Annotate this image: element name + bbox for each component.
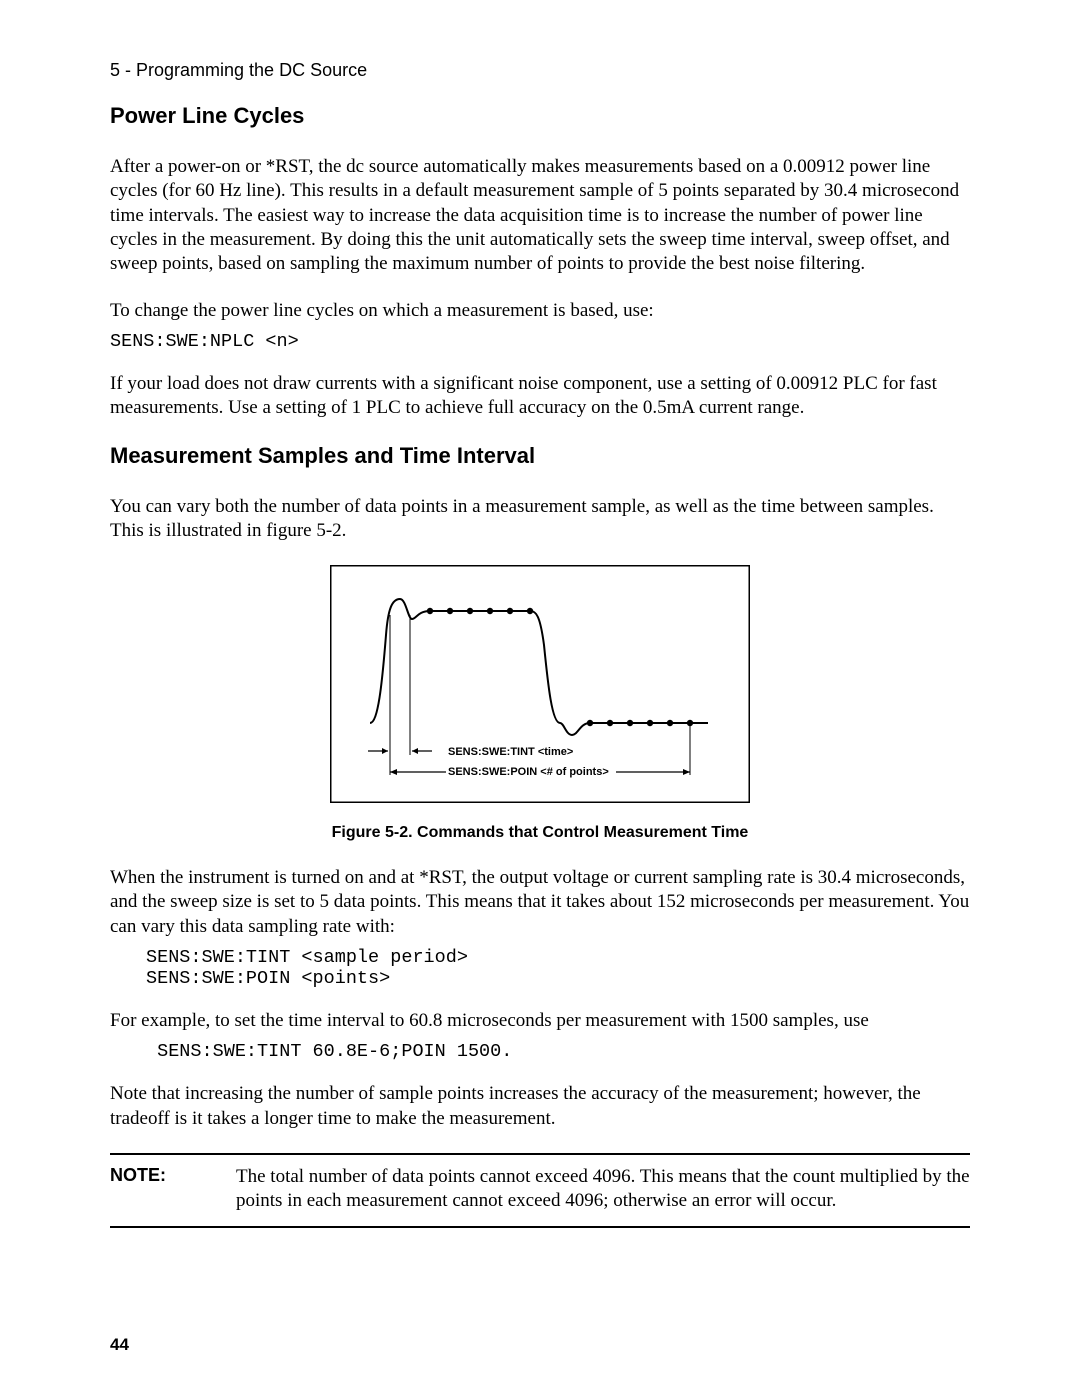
figure-svg: SENS:SWE:TINT <time> SENS:SWE:POIN <# of… (330, 565, 750, 803)
body-text: When the instrument is turned on and at … (110, 866, 970, 939)
figure-label-poin: SENS:SWE:POIN <# of points> (448, 766, 609, 778)
section-title-measurement-samples: Measurement Samples and Time Interval (110, 443, 970, 469)
chapter-header: 5 - Programming the DC Source (110, 60, 970, 81)
code-block: SENS:SWE:NPLC <n> (110, 331, 970, 352)
code-block: SENS:SWE:TINT 60.8E-6;POIN 1500. (146, 1041, 970, 1062)
body-text: After a power-on or *RST, the dc source … (110, 155, 970, 277)
body-text: If your load does not draw currents with… (110, 372, 970, 421)
page: 5 - Programming the DC Source Power Line… (0, 0, 1080, 1397)
page-number: 44 (110, 1335, 129, 1355)
figure-label-tint: SENS:SWE:TINT <time> (448, 746, 573, 758)
section-title-power-line-cycles: Power Line Cycles (110, 103, 970, 129)
figure-5-2: SENS:SWE:TINT <time> SENS:SWE:POIN <# of… (110, 565, 970, 808)
body-text: To change the power line cycles on which… (110, 299, 970, 323)
body-text: You can vary both the number of data poi… (110, 495, 970, 544)
body-text: Note that increasing the number of sampl… (110, 1082, 970, 1131)
note-text: The total number of data points cannot e… (236, 1165, 970, 1214)
note-block: NOTE: The total number of data points ca… (110, 1153, 970, 1228)
code-block: SENS:SWE:TINT <sample period> SENS:SWE:P… (146, 947, 970, 989)
body-text: For example, to set the time interval to… (110, 1009, 970, 1033)
figure-caption: Figure 5-2. Commands that Control Measur… (110, 824, 970, 842)
note-label: NOTE: (110, 1165, 200, 1214)
